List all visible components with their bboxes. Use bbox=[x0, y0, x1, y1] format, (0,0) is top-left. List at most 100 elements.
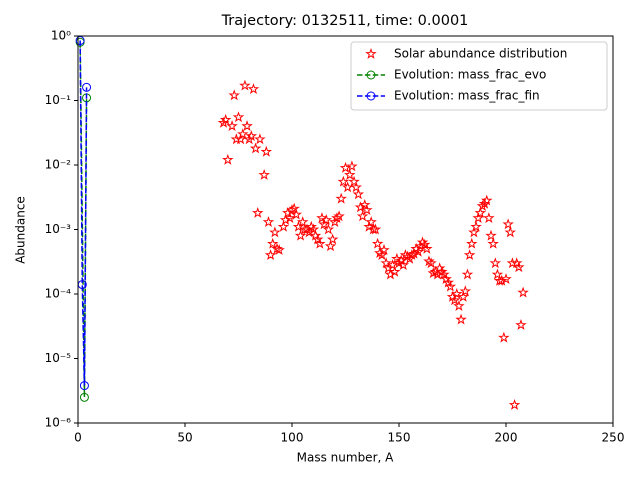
star-marker bbox=[322, 223, 335, 235]
star-marker bbox=[438, 268, 450, 280]
star-marker bbox=[408, 247, 420, 259]
star-marker bbox=[504, 226, 517, 238]
star-marker bbox=[279, 214, 292, 225]
star-marker bbox=[495, 274, 508, 286]
star-marker bbox=[273, 244, 285, 255]
star-marker bbox=[262, 216, 275, 228]
star-marker bbox=[252, 207, 264, 218]
star-marker bbox=[470, 220, 482, 232]
star-marker bbox=[481, 194, 493, 206]
star-marker bbox=[388, 265, 401, 277]
star-marker bbox=[453, 300, 465, 311]
y-tick-label: 10⁻² bbox=[45, 158, 72, 172]
star-marker bbox=[234, 133, 247, 145]
star-marker bbox=[463, 249, 476, 261]
star-marker bbox=[228, 89, 240, 101]
star-marker bbox=[232, 111, 245, 123]
star-marker bbox=[455, 313, 467, 325]
star-marker bbox=[344, 168, 356, 180]
star-marker bbox=[459, 285, 472, 297]
star-marker bbox=[281, 207, 294, 218]
star-marker bbox=[316, 212, 328, 224]
star-marker bbox=[260, 145, 273, 157]
star-marker bbox=[457, 290, 469, 302]
star-marker bbox=[311, 233, 324, 245]
y-tick-label: 10⁻³ bbox=[45, 222, 72, 236]
circle-marker bbox=[79, 392, 89, 402]
star-marker bbox=[491, 268, 504, 280]
x-tick-label: 100 bbox=[281, 431, 304, 445]
star-marker bbox=[356, 210, 369, 222]
star-marker bbox=[468, 226, 480, 238]
star-marker bbox=[442, 276, 454, 288]
star-marker bbox=[386, 259, 399, 271]
star-marker bbox=[277, 220, 290, 232]
star-marker bbox=[284, 212, 296, 224]
star-marker bbox=[510, 257, 523, 269]
legend-label: Solar abundance distribution bbox=[394, 47, 567, 61]
star-marker bbox=[513, 261, 525, 273]
x-tick-label: 250 bbox=[602, 431, 625, 445]
star-marker bbox=[421, 242, 433, 254]
y-tick-label: 10⁻¹ bbox=[45, 93, 72, 107]
star-marker bbox=[478, 197, 491, 209]
star-marker bbox=[296, 216, 309, 228]
star-marker bbox=[365, 47, 377, 59]
star-marker bbox=[483, 212, 495, 224]
x-tick-label: 200 bbox=[495, 431, 518, 445]
star-marker bbox=[294, 229, 307, 241]
star-marker bbox=[249, 142, 262, 154]
x-tick-label: 150 bbox=[388, 431, 411, 445]
legend-label: Evolution: mass_frac_evo bbox=[394, 68, 546, 82]
star-marker bbox=[397, 259, 410, 271]
x-axis-label: Mass number, A bbox=[297, 451, 394, 465]
star-marker bbox=[352, 188, 365, 200]
star-marker bbox=[369, 223, 382, 235]
star-marker bbox=[502, 218, 514, 230]
star-marker bbox=[376, 249, 388, 261]
chart-title: Trajectory: 0132511, time: 0.0001 bbox=[221, 13, 469, 29]
legend-label: Evolution: mass_frac_fin bbox=[394, 89, 540, 103]
star-marker bbox=[354, 201, 367, 213]
star-marker bbox=[335, 192, 347, 204]
star-marker bbox=[237, 128, 249, 140]
star-marker bbox=[451, 287, 463, 299]
star-marker bbox=[219, 113, 232, 125]
star-marker bbox=[401, 250, 414, 262]
star-marker bbox=[290, 208, 303, 220]
star-marker bbox=[245, 130, 258, 142]
star-marker bbox=[307, 223, 320, 235]
star-marker bbox=[365, 216, 377, 228]
star-marker bbox=[384, 268, 397, 280]
star-marker bbox=[361, 204, 373, 215]
star-marker bbox=[303, 226, 315, 238]
star-marker bbox=[314, 237, 326, 249]
circle-marker bbox=[75, 36, 85, 46]
star-marker bbox=[500, 273, 512, 285]
star-marker bbox=[241, 120, 253, 132]
star-marker bbox=[292, 220, 305, 232]
star-marker bbox=[258, 168, 270, 180]
plot-area bbox=[75, 36, 529, 410]
star-marker bbox=[254, 133, 266, 145]
star-marker bbox=[350, 181, 362, 193]
star-marker bbox=[243, 133, 255, 145]
star-marker bbox=[333, 210, 345, 222]
x-tick-label: 0 bbox=[74, 431, 82, 445]
star-marker bbox=[515, 319, 527, 330]
star-marker bbox=[378, 244, 390, 255]
star-marker bbox=[346, 160, 358, 172]
star-marker bbox=[305, 220, 317, 232]
star-marker bbox=[337, 175, 350, 187]
star-marker bbox=[239, 79, 251, 91]
star-marker bbox=[425, 257, 437, 269]
star-marker bbox=[359, 198, 371, 210]
star-marker bbox=[264, 249, 277, 261]
star-marker bbox=[508, 399, 521, 410]
legend-box bbox=[350, 41, 608, 111]
y-tick-label: 10⁻⁵ bbox=[45, 351, 72, 365]
y-tick-label: 10⁰ bbox=[51, 29, 71, 43]
circle-marker bbox=[366, 91, 376, 101]
star-marker bbox=[466, 237, 478, 249]
